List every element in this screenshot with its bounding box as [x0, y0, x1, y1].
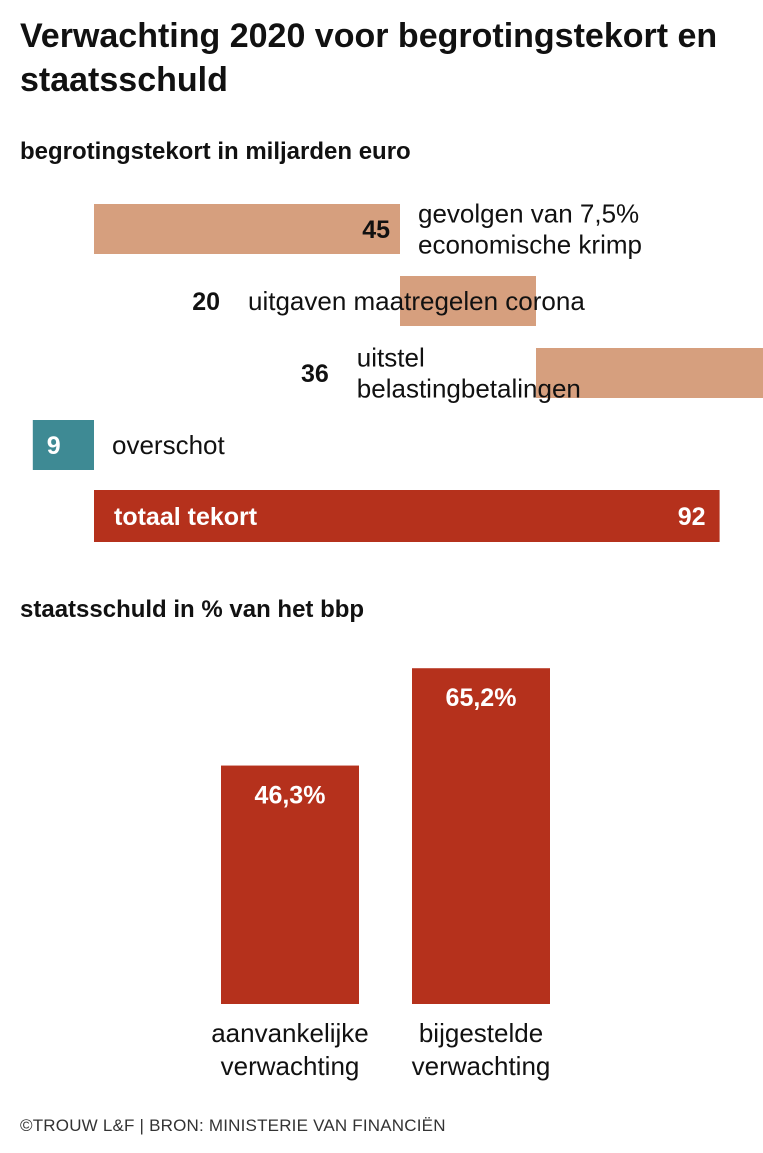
chart-title: Verwachting 2020 voor begrotingstekort e…	[20, 17, 718, 99]
deficit-bar-caption-4: overschot	[112, 430, 225, 460]
source-credit: ©TROUW L&F | BRON: MINISTERIE VAN FINANC…	[20, 1116, 446, 1135]
debt-bar-2	[412, 668, 550, 1004]
deficit-bar-3	[536, 348, 763, 398]
deficit-bar-caption-3: belastingbetalingen	[357, 374, 581, 404]
total-deficit-bar	[94, 490, 720, 542]
deficit-bar-value-3: 36	[301, 360, 329, 388]
debt-chart: 46,3%aanvankelijkeverwachting65,2%bijges…	[211, 668, 551, 1081]
deficit-bar-4	[32, 420, 94, 470]
deficit-bar-value-1: 45	[362, 216, 390, 244]
deficit-bar-caption-2: uitgaven maatregelen corona	[248, 286, 585, 316]
debt-category-label-2: verwachting	[412, 1051, 551, 1081]
debt-category-label-1: verwachting	[221, 1051, 360, 1081]
deficit-bar-value-4: 9	[47, 432, 61, 460]
debt-category-label-1: aanvankelijke	[211, 1018, 369, 1048]
debt-chart-title: staatsschuld in % van het bbp	[20, 596, 365, 623]
deficit-bar-value-2: 20	[192, 288, 220, 316]
deficit-bar-caption-3: uitstel	[357, 343, 425, 373]
deficit-bar-2	[400, 276, 536, 326]
total-deficit-caption: totaal tekort	[114, 503, 258, 531]
debt-bar-1	[221, 765, 359, 1004]
total-deficit-value: 92	[678, 503, 706, 531]
debt-bar-value-1: 46,3%	[255, 782, 326, 810]
deficit-bar-caption-1: gevolgen van 7,5%	[418, 199, 639, 229]
deficit-chart: 45 gevolgen van 7,5%economische krimp 20 ui…	[32, 199, 763, 542]
deficit-bar-caption-1: economische krimp	[418, 230, 642, 260]
deficit-bar-1	[94, 204, 400, 254]
deficit-chart-title: begrotingstekort in miljarden euro	[20, 138, 411, 165]
debt-bar-value-2: 65,2%	[446, 684, 517, 712]
debt-category-label-2: bijgestelde	[419, 1018, 543, 1048]
